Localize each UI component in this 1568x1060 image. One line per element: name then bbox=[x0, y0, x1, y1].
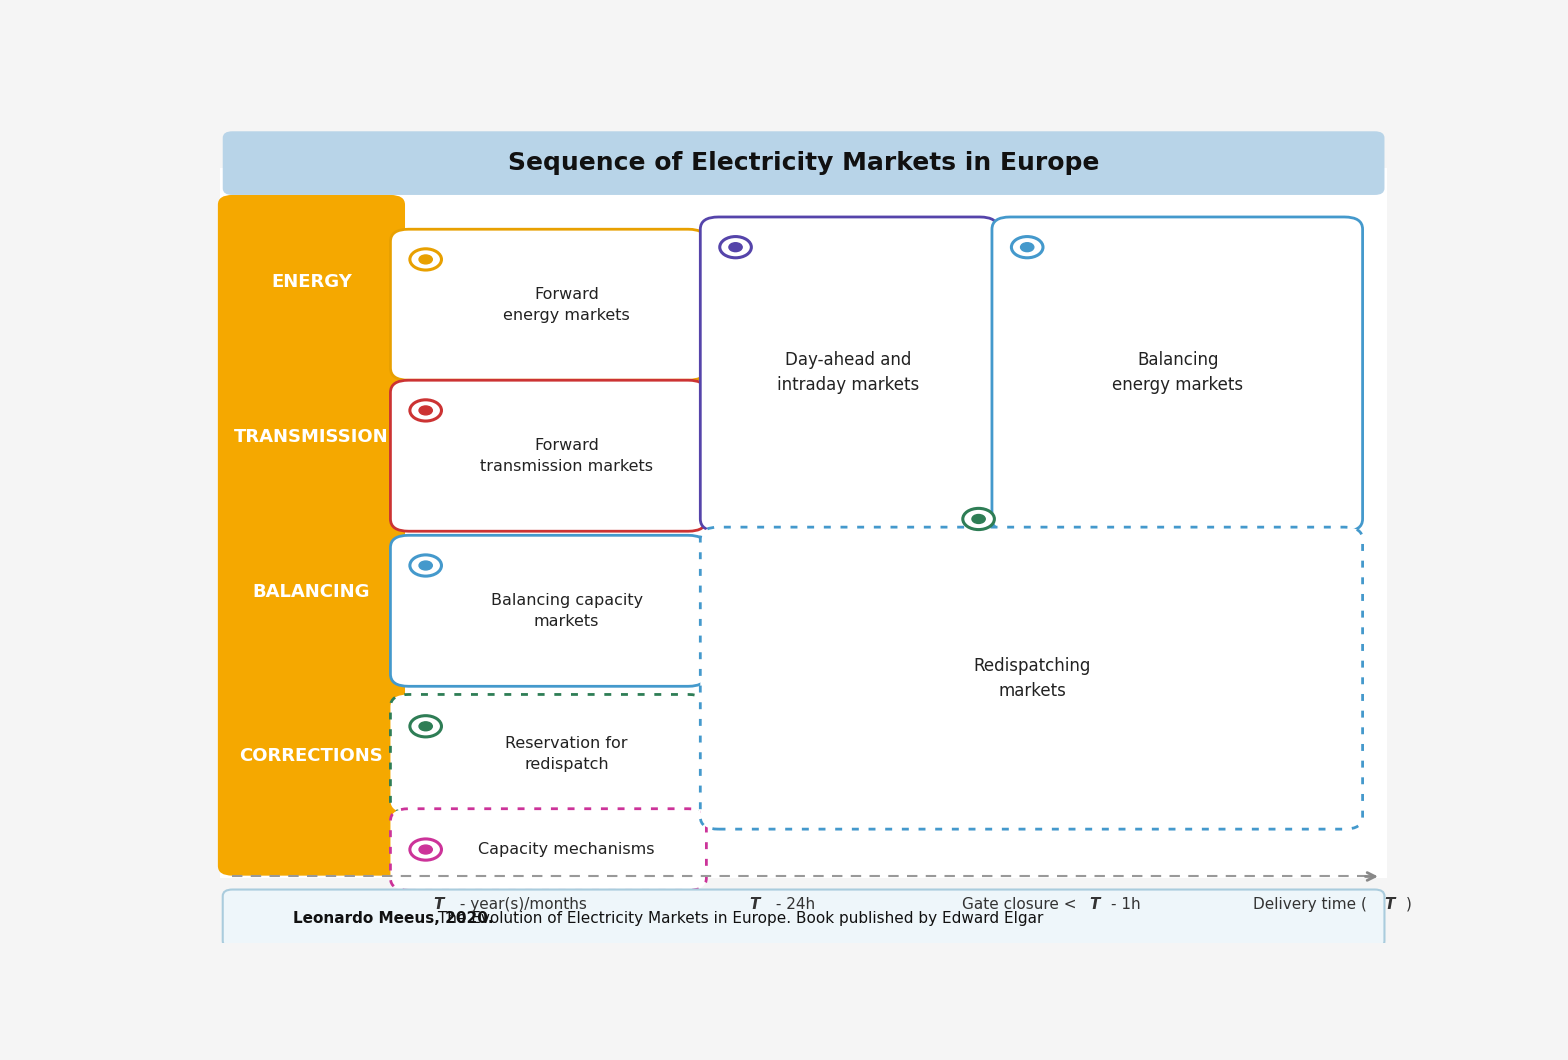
Text: The Evolution of Electricity Markets in Europe. Book published by Edward Elgar: The Evolution of Electricity Markets in … bbox=[433, 912, 1043, 926]
Text: Leonardo Meeus, 2020.: Leonardo Meeus, 2020. bbox=[293, 912, 494, 926]
Text: - 1h: - 1h bbox=[1112, 897, 1140, 912]
Circle shape bbox=[419, 255, 433, 264]
Text: Sequence of Electricity Markets in Europe: Sequence of Electricity Markets in Europ… bbox=[508, 152, 1099, 175]
FancyBboxPatch shape bbox=[390, 229, 706, 381]
Text: BALANCING: BALANCING bbox=[252, 583, 370, 601]
Text: Forward
energy markets: Forward energy markets bbox=[503, 286, 630, 322]
FancyBboxPatch shape bbox=[223, 889, 1385, 948]
Circle shape bbox=[409, 554, 442, 577]
Text: Balancing
energy markets: Balancing energy markets bbox=[1112, 351, 1243, 393]
Text: T: T bbox=[1385, 897, 1396, 912]
Text: ): ) bbox=[1406, 897, 1413, 912]
FancyBboxPatch shape bbox=[390, 809, 706, 890]
Text: Reservation for
redispatch: Reservation for redispatch bbox=[505, 736, 627, 772]
FancyBboxPatch shape bbox=[390, 694, 706, 813]
Circle shape bbox=[409, 400, 442, 421]
Text: T: T bbox=[1090, 897, 1099, 912]
Circle shape bbox=[419, 561, 433, 570]
Text: Delivery time (: Delivery time ( bbox=[1253, 897, 1367, 912]
FancyBboxPatch shape bbox=[218, 195, 405, 876]
Text: Capacity mechanisms: Capacity mechanisms bbox=[478, 842, 655, 858]
Text: ENERGY: ENERGY bbox=[271, 273, 351, 292]
FancyBboxPatch shape bbox=[993, 217, 1363, 531]
Circle shape bbox=[419, 722, 433, 730]
FancyBboxPatch shape bbox=[390, 381, 706, 531]
Circle shape bbox=[1011, 236, 1043, 258]
FancyBboxPatch shape bbox=[701, 527, 1363, 829]
Text: Gate closure <: Gate closure < bbox=[961, 897, 1080, 912]
Text: Balancing capacity
markets: Balancing capacity markets bbox=[491, 593, 643, 629]
Circle shape bbox=[409, 838, 442, 860]
Text: CORRECTIONS: CORRECTIONS bbox=[240, 746, 383, 764]
Text: - year(s)/months: - year(s)/months bbox=[455, 897, 586, 912]
Circle shape bbox=[409, 716, 442, 737]
Circle shape bbox=[963, 509, 994, 530]
Text: T: T bbox=[433, 897, 444, 912]
Text: - 24h: - 24h bbox=[771, 897, 815, 912]
Circle shape bbox=[419, 406, 433, 414]
Circle shape bbox=[1021, 243, 1033, 251]
Text: Redispatching
markets: Redispatching markets bbox=[974, 656, 1091, 700]
Text: Day-ahead and
intraday markets: Day-ahead and intraday markets bbox=[778, 351, 920, 393]
FancyBboxPatch shape bbox=[701, 217, 997, 531]
Circle shape bbox=[720, 236, 751, 258]
Text: Forward
transmission markets: Forward transmission markets bbox=[480, 438, 654, 474]
Circle shape bbox=[729, 243, 742, 251]
Circle shape bbox=[409, 249, 442, 270]
FancyBboxPatch shape bbox=[223, 131, 1385, 195]
FancyBboxPatch shape bbox=[220, 169, 1386, 878]
FancyBboxPatch shape bbox=[390, 535, 706, 686]
Circle shape bbox=[972, 514, 985, 524]
Text: TRANSMISSION: TRANSMISSION bbox=[234, 428, 389, 446]
Text: T: T bbox=[750, 897, 759, 912]
Circle shape bbox=[419, 845, 433, 854]
